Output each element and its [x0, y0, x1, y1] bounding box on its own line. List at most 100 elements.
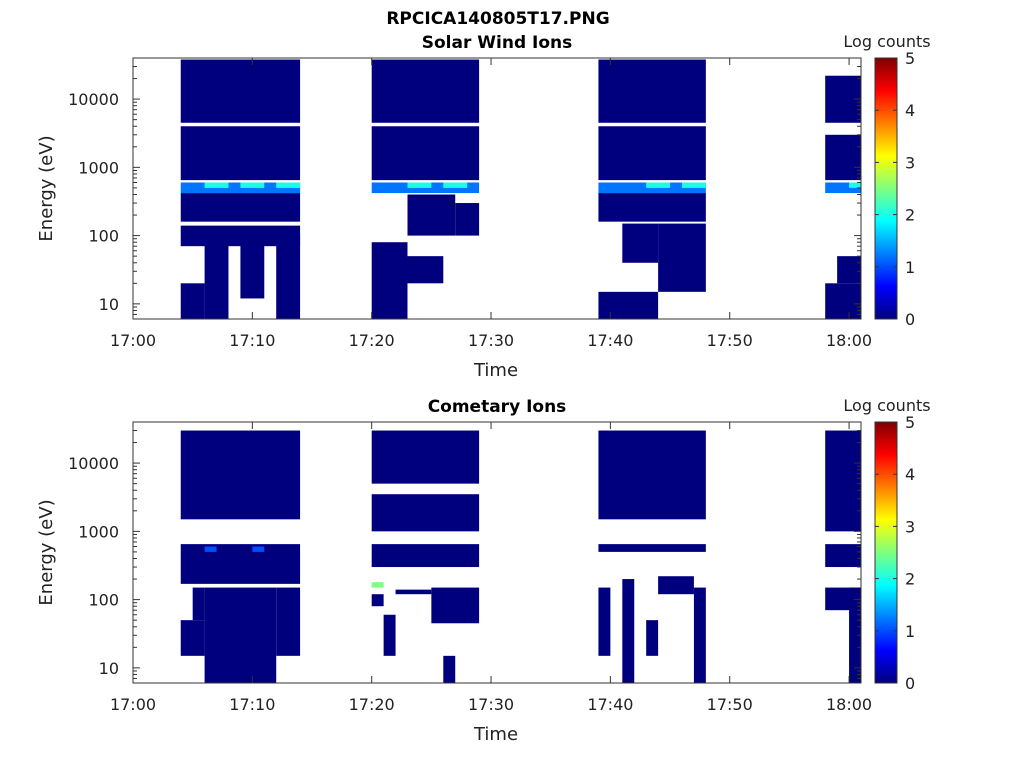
- heatmap-cell: [598, 291, 659, 319]
- x-tick-label: 17:30: [468, 331, 514, 350]
- heatmap-cell: [192, 587, 205, 621]
- colorbar: [874, 421, 898, 684]
- heatmap-cell: [825, 430, 861, 532]
- x-tick-label: 17:10: [229, 331, 275, 350]
- heatmap-cell: [407, 194, 456, 236]
- y-tick-label: 10: [99, 295, 119, 314]
- heatmap-cell: [598, 430, 706, 520]
- heatmap-cell: [598, 193, 706, 222]
- heatmap-cell: [646, 182, 671, 188]
- heatmap-cell: [407, 182, 432, 188]
- heatmap-cell: [598, 587, 611, 656]
- heatmap-cell: [407, 256, 444, 284]
- heatmap-cells: [180, 59, 861, 319]
- heatmap-cell: [240, 235, 265, 299]
- panel-title: Solar Wind Ions: [422, 33, 573, 53]
- colorbar-tick-label: 4: [905, 465, 915, 484]
- heatmap-cell: [180, 59, 301, 123]
- y-tick-label: 100: [88, 227, 119, 246]
- heatmap-cell: [825, 134, 861, 181]
- heatmap-cell: [371, 430, 480, 484]
- colorbar-tick-label: 1: [905, 258, 915, 277]
- heatmap-cell: [395, 589, 432, 595]
- heatmap-cell: [849, 182, 861, 188]
- heatmap-cell: [180, 126, 301, 181]
- y-tick-label: 10000: [68, 454, 119, 473]
- heatmap-cell: [204, 546, 217, 552]
- heatmap-cell: [693, 587, 706, 683]
- colorbar-tick-label: 5: [905, 413, 915, 432]
- y-tick-label: 10: [99, 659, 119, 678]
- heatmap-cell: [180, 225, 301, 247]
- heatmap-cell: [240, 182, 265, 188]
- heatmap-cell: [276, 182, 301, 188]
- heatmap-cell: [443, 655, 456, 683]
- heatmap-cell: [180, 283, 205, 319]
- x-tick-label: 17:00: [110, 695, 156, 714]
- heatmap-cell: [276, 235, 301, 319]
- heatmap-cell: [371, 594, 384, 607]
- heatmap-cell: [204, 235, 229, 319]
- colorbar-tick-label: 5: [905, 49, 915, 68]
- heatmap-cell: [180, 430, 301, 520]
- colorbar: [874, 57, 898, 320]
- heatmap-cell: [646, 620, 659, 656]
- heatmap-cell: [252, 546, 265, 552]
- figure-title: RPCICA140805T17.PNG: [386, 9, 609, 29]
- x-tick-label: 17:00: [110, 331, 156, 350]
- heatmap-cell: [371, 126, 480, 181]
- heatmap-cell: [455, 203, 480, 236]
- x-tick-label: 17:40: [587, 331, 633, 350]
- x-tick-label: 17:20: [349, 695, 395, 714]
- colorbar-label: Log counts: [843, 32, 930, 51]
- panel-title: Cometary Ions: [428, 397, 567, 417]
- y-tick-label: 10000: [68, 90, 119, 109]
- y-axis-label: Energy (eV): [36, 499, 57, 605]
- y-axis-label: Energy (eV): [36, 135, 57, 241]
- heatmap-cell: [598, 126, 706, 181]
- heatmap-cell: [825, 544, 861, 568]
- colorbar-tick-label: 2: [905, 206, 915, 225]
- colorbar-tick-label: 2: [905, 570, 915, 589]
- heatmap-cell: [825, 283, 861, 319]
- x-tick-label: 18:00: [826, 331, 872, 350]
- heatmap-cell: [837, 256, 861, 284]
- colorbar-tick-label: 3: [905, 517, 915, 536]
- heatmap-cell: [204, 182, 229, 188]
- heatmap-cell: [383, 614, 396, 656]
- axes-frame: [132, 57, 862, 320]
- heatmap-cell: [598, 544, 706, 552]
- x-tick-label: 17:40: [587, 695, 633, 714]
- heatmap-cells: [180, 430, 861, 683]
- colorbar-tick-label: 0: [905, 674, 915, 693]
- x-tick-label: 17:50: [707, 695, 753, 714]
- heatmap-cell: [849, 587, 861, 683]
- x-axis-label: Time: [473, 724, 518, 745]
- heatmap-cell: [180, 193, 301, 222]
- colorbar-tick-label: 4: [905, 101, 915, 120]
- heatmap-cell: [180, 620, 205, 656]
- heatmap-cell: [622, 223, 659, 263]
- heatmap-cell: [681, 182, 706, 188]
- heatmap-cell: [825, 182, 861, 194]
- heatmap-cell: [443, 182, 468, 188]
- axes-frame: [132, 421, 862, 684]
- x-tick-label: 17:50: [707, 331, 753, 350]
- heatmap-cell: [371, 242, 408, 319]
- colorbar-tick-label: 1: [905, 622, 915, 641]
- heatmap-cell: [658, 223, 706, 292]
- colorbar-tick-label: 0: [905, 310, 915, 329]
- heatmap-cell: [431, 587, 480, 624]
- x-tick-label: 17:10: [229, 695, 275, 714]
- heatmap-cell: [622, 579, 635, 683]
- panel-cometary-ions: Cometary Ions 17:00 17:10 17:20 17:30 17:40 17…: [36, 396, 931, 745]
- heatmap-cell: [180, 544, 301, 584]
- colorbar-label: Log counts: [843, 396, 930, 415]
- y-tick-label: 1000: [78, 158, 119, 177]
- colorbar-tick-label: 3: [905, 153, 915, 172]
- heatmap-cell: [204, 587, 277, 683]
- heatmap-cell: [276, 587, 301, 656]
- heatmap-cell: [371, 494, 480, 532]
- x-tick-label: 17:20: [349, 331, 395, 350]
